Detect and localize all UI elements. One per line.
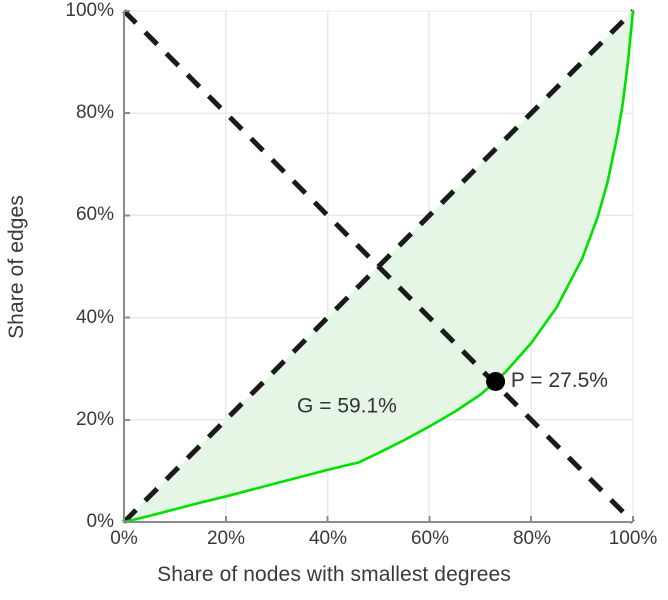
x-tick-label-20: 20% bbox=[206, 528, 246, 549]
x-tick-label-80: 80% bbox=[512, 528, 552, 549]
palma-annotation-label: P = 27.5% bbox=[511, 369, 608, 392]
anti-diagonal-line bbox=[122, 9, 635, 524]
x-tick-label-40: 40% bbox=[308, 528, 348, 549]
y-tick-label-60: 60% bbox=[75, 204, 114, 225]
y-tick-label-40: 40% bbox=[75, 307, 114, 328]
axis-ticks bbox=[123, 10, 634, 523]
x-tick-label-60: 60% bbox=[410, 528, 450, 549]
x-axis-title: Share of nodes with smallest degrees bbox=[157, 563, 511, 586]
lorenz-curve-line bbox=[122, 9, 635, 524]
x-tick-label-100: 100% bbox=[608, 528, 658, 549]
y-tick-label-100: 100% bbox=[65, 0, 114, 21]
x-tick-label-0: 0% bbox=[110, 528, 138, 549]
gini-annotation-label: G = 59.1% bbox=[297, 395, 397, 418]
y-tick-label-80: 80% bbox=[75, 102, 114, 123]
y-tick-label-20: 20% bbox=[75, 409, 114, 430]
palma-point-marker bbox=[486, 371, 506, 391]
y-tick-label-0: 0% bbox=[86, 511, 114, 532]
